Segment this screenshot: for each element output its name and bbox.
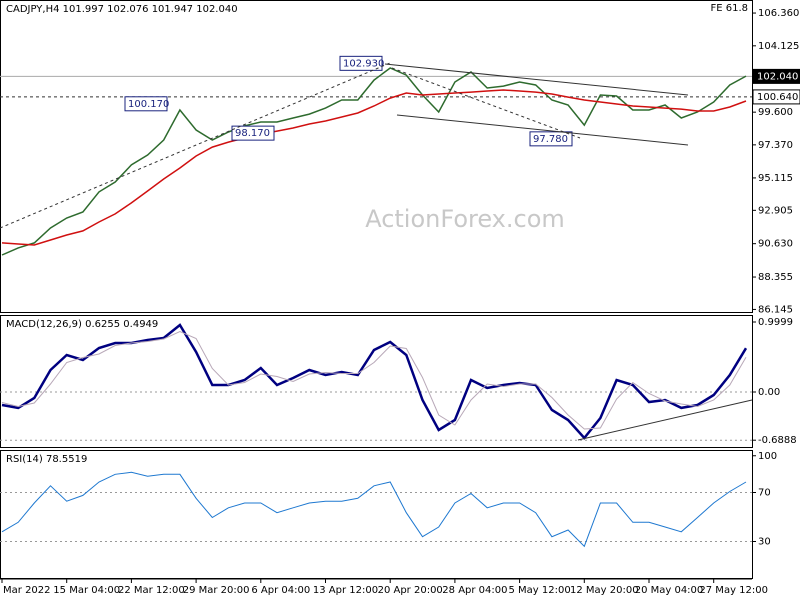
x-tick-label: 5 May 12:00 [508, 585, 570, 596]
x-tick-label: 13 Apr 12:00 [313, 585, 378, 596]
series-line [1, 67, 747, 256]
annotation-label: 97.780 [533, 134, 568, 145]
trend-line [0, 62, 391, 229]
series-line [1, 471, 747, 548]
watermark: ActionForex.com [365, 205, 565, 233]
x-tick-label: 28 Apr 04:00 [442, 585, 507, 596]
x-tick-label: 7 Mar 2022 [0, 585, 51, 596]
panel-title: MACD(12,26,9) 0.6255 0.4949 [6, 319, 158, 330]
price-tag-label: 102.040 [757, 71, 798, 82]
annotation-label: 98.170 [235, 128, 270, 139]
channel-lower [396, 114, 689, 146]
channel-upper [384, 63, 689, 96]
y-tick-label: 70 [758, 488, 771, 499]
x-tick-label: 27 May 12:00 [699, 585, 768, 596]
y-tick-label: 88.355 [758, 272, 793, 283]
panel-title: CADJPY,H4 101.997 102.076 101.947 102.04… [6, 4, 238, 15]
y-tick-label: 30 [758, 536, 771, 547]
x-tick-label: 20 Apr 20:00 [378, 585, 443, 596]
annotation-label: 102.930 [343, 58, 384, 69]
x-tick-label: 6 Apr 04:00 [251, 585, 310, 596]
y-tick-label: 97.370 [758, 140, 793, 151]
series-line [1, 330, 747, 430]
y-tick-label: 100 [758, 451, 777, 462]
y-tick-label: 99.600 [758, 107, 793, 118]
x-tick-label: 20 May 04:00 [635, 585, 704, 596]
annotation-box [231, 125, 275, 141]
y-tick-label: 106.360 [758, 8, 799, 19]
y-tick-label: 104.125 [758, 41, 799, 52]
x-tick-label: 15 Mar 04:00 [53, 585, 120, 596]
price-tag [752, 89, 800, 105]
x-tick-label: 22 Mar 12:00 [118, 585, 185, 596]
price-tag [752, 68, 800, 84]
panel-frame [0, 315, 753, 448]
annotation-box [124, 96, 168, 112]
y-tick-label: 0.00 [758, 387, 780, 398]
annotation-box [339, 55, 383, 71]
annotation-label: 100.170 [128, 99, 169, 110]
series-line [1, 89, 747, 246]
price-tag-label: 100.640 [757, 92, 798, 103]
y-tick-label: 86.145 [758, 304, 793, 315]
y-tick-label: -0.6888 [758, 435, 797, 446]
y-tick-label: 92.905 [758, 205, 793, 216]
y-tick-label: 90.630 [758, 239, 793, 250]
y-tick-label: 95.115 [758, 173, 793, 184]
fe-label: FE 61.8 [710, 3, 748, 14]
x-tick-label: 29 Mar 20:00 [183, 585, 250, 596]
panel-title: RSI(14) 78.5519 [6, 454, 87, 465]
annotation-box [529, 131, 573, 147]
x-tick-label: 12 May 20:00 [570, 585, 639, 596]
macd-trend-line [577, 399, 753, 441]
series-line [1, 323, 748, 440]
drawings [0, 62, 753, 441]
panel-frame [0, 0, 753, 313]
y-tick-label: 0.9999 [758, 317, 793, 328]
